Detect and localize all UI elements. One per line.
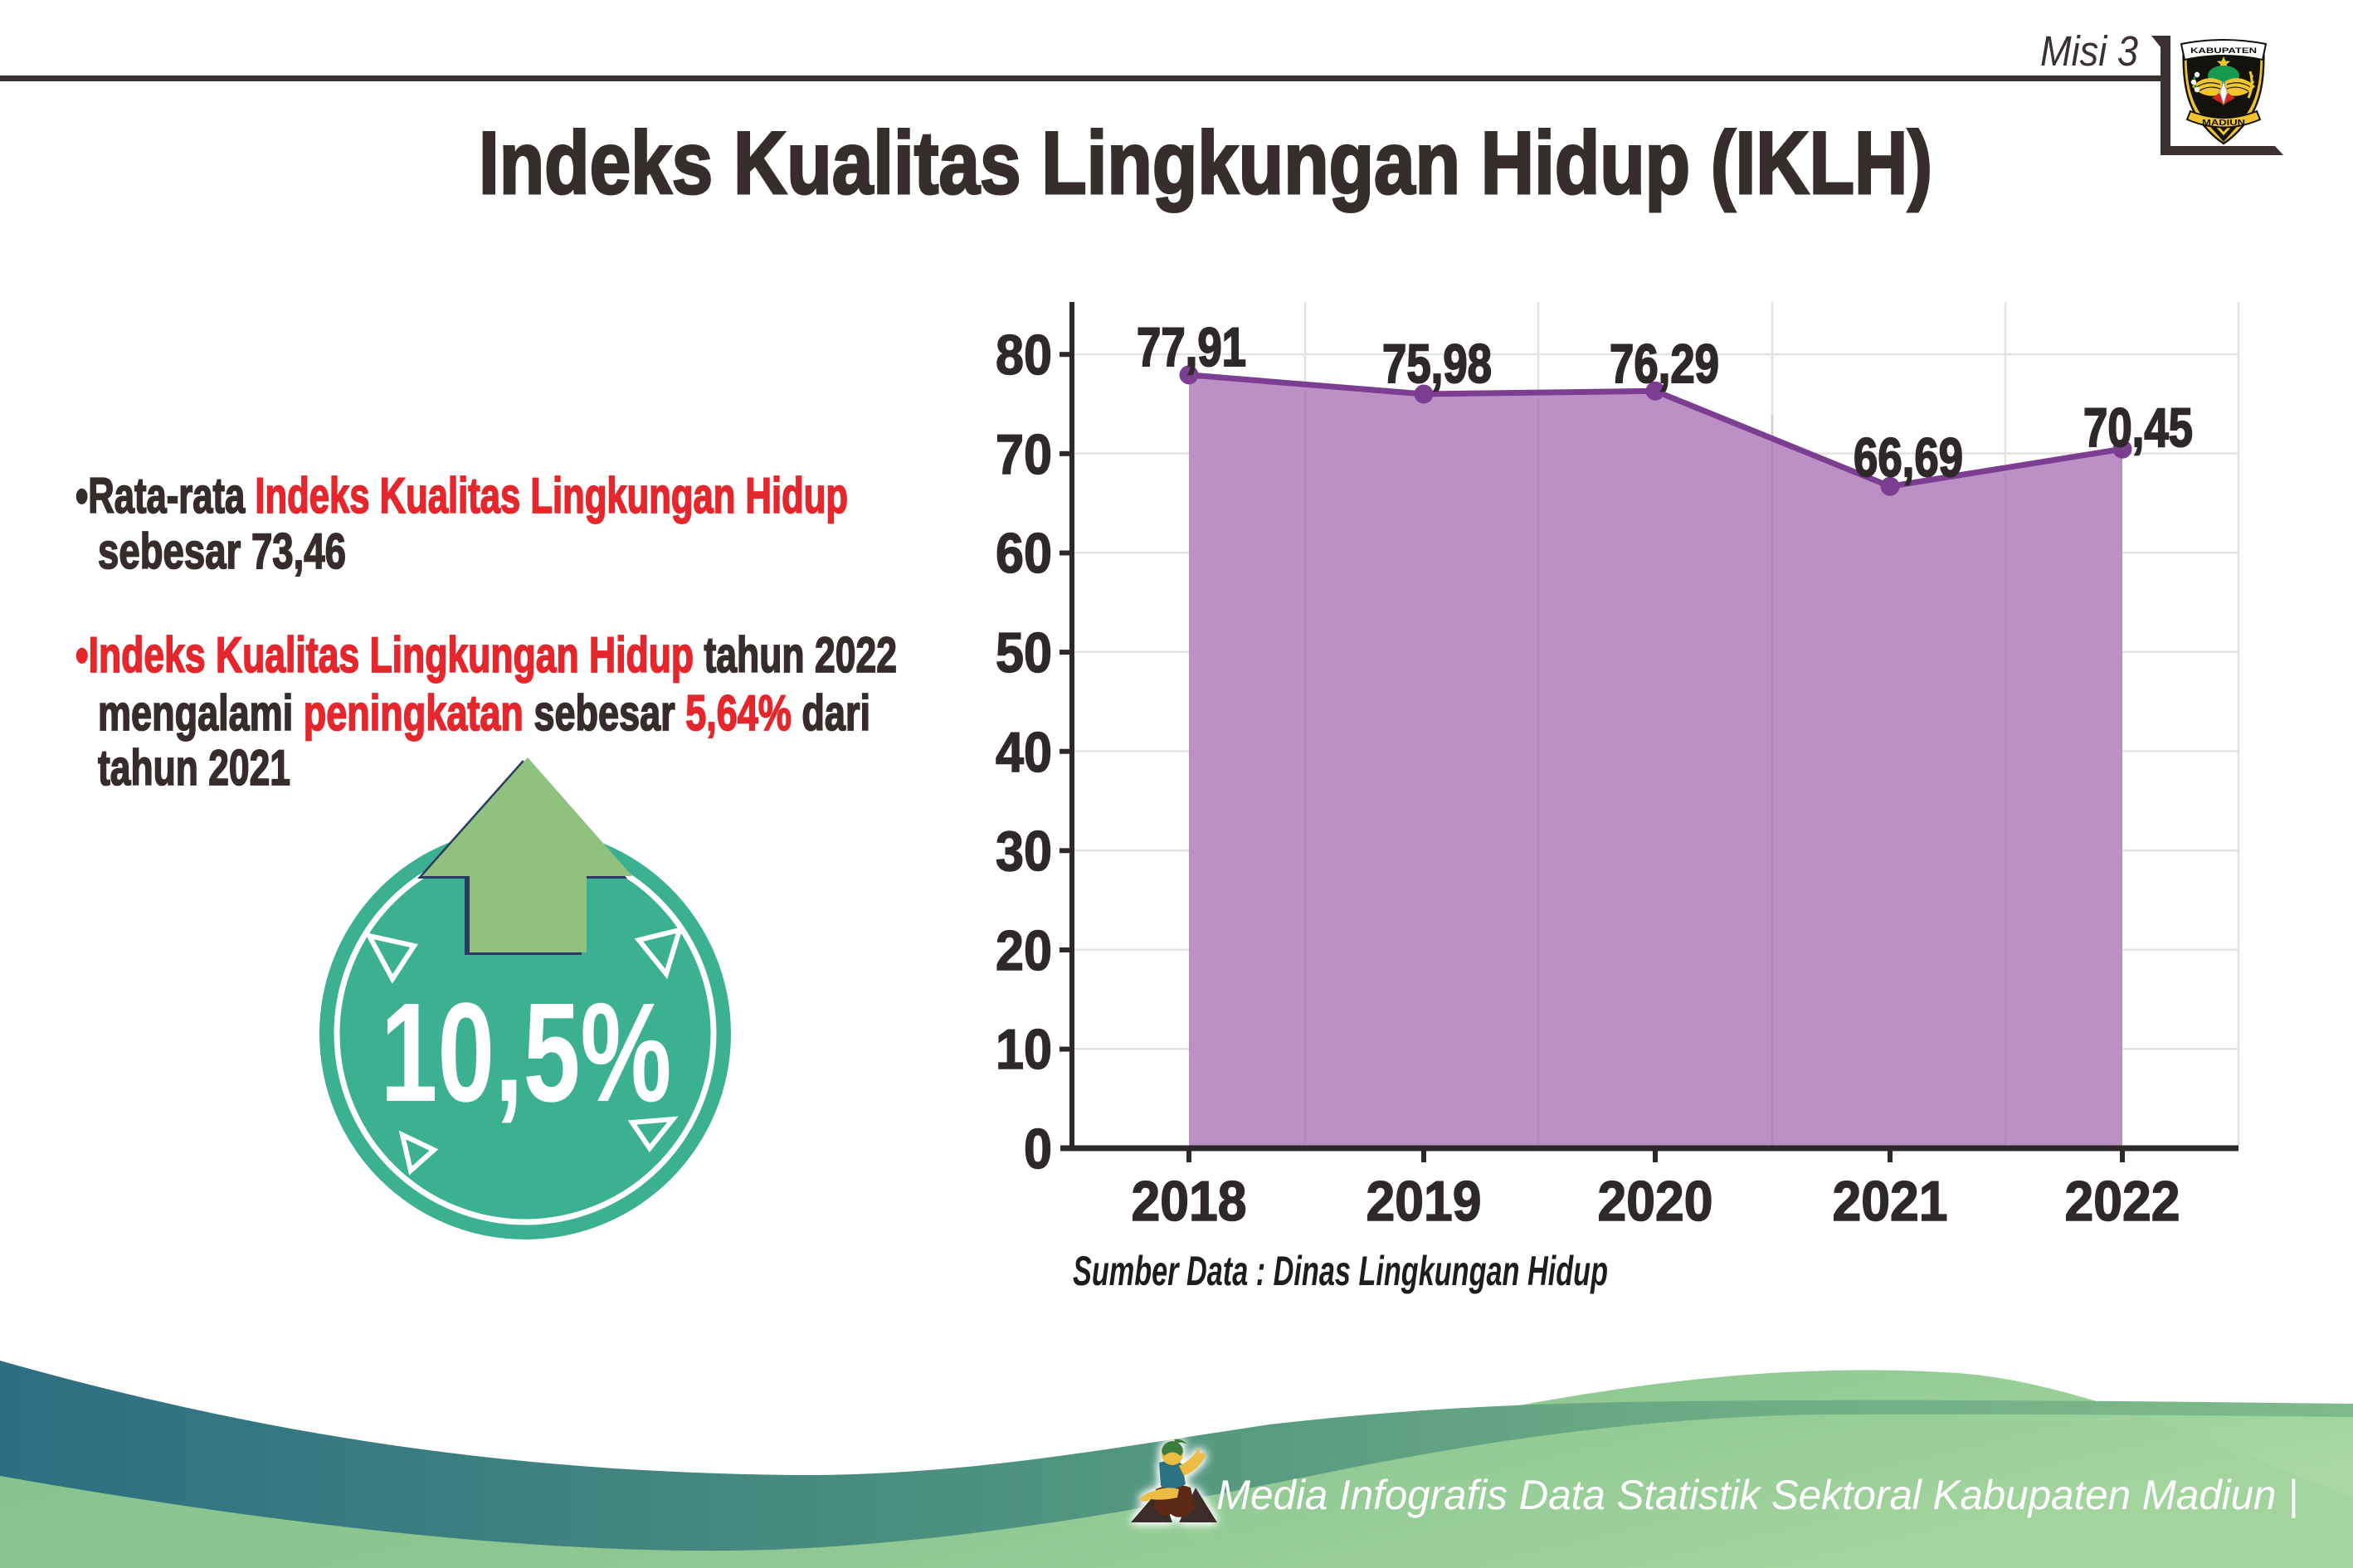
svg-text:Sumber Data : Dinas Lingkungan: Sumber Data : Dinas Lingkungan Hidup [1073, 1248, 1608, 1294]
svg-text:20: 20 [996, 919, 1052, 982]
svg-text:10: 10 [996, 1018, 1052, 1081]
svg-text:Media Infografis Data Statisti: Media Infografis Data Statistik Sektoral… [1216, 1472, 2298, 1519]
svg-text:Indeks Kualitas Lingkungan Hid: Indeks Kualitas Lingkungan Hidup (IKLH) [479, 113, 1932, 212]
svg-text:30: 30 [996, 820, 1052, 883]
svg-text:70: 70 [996, 423, 1052, 486]
svg-text:sebesar 73,46: sebesar 73,46 [98, 523, 346, 579]
svg-text:70,45: 70,45 [2083, 397, 2193, 458]
svg-text:•Indeks Kualitas Lingkungan Hi: •Indeks Kualitas Lingkungan Hidup tahun … [76, 627, 897, 683]
svg-text:60: 60 [996, 522, 1052, 585]
svg-text:76,29: 76,29 [1610, 333, 1719, 394]
svg-text:66,69: 66,69 [1854, 426, 1963, 488]
svg-text:77,91: 77,91 [1137, 316, 1246, 377]
svg-text:50: 50 [996, 621, 1052, 684]
svg-text:2021: 2021 [1833, 1170, 1948, 1233]
svg-text:2022: 2022 [2065, 1170, 2180, 1233]
svg-text:75,98: 75,98 [1382, 333, 1492, 394]
svg-text:40: 40 [996, 721, 1052, 784]
svg-text:•Rata-rata Indeks Kualitas Lin: •Rata-rata Indeks Kualitas Lingkungan Hi… [76, 468, 848, 523]
svg-text:10,5%: 10,5% [381, 974, 672, 1132]
svg-text:2019: 2019 [1366, 1170, 1482, 1233]
svg-text:KABUPATEN: KABUPATEN [2190, 46, 2257, 56]
svg-text:2018: 2018 [1132, 1170, 1247, 1233]
svg-text:0: 0 [1024, 1118, 1052, 1181]
svg-text:2020: 2020 [1598, 1170, 1713, 1233]
svg-text:MADIUN: MADIUN [2202, 119, 2245, 128]
svg-text:mengalami peningkatan sebesar: mengalami peningkatan sebesar 5,64% dari [98, 685, 870, 741]
svg-text:80: 80 [996, 324, 1052, 387]
svg-text:tahun 2021: tahun 2021 [98, 740, 290, 796]
svg-text:Misi 3: Misi 3 [2040, 27, 2138, 75]
